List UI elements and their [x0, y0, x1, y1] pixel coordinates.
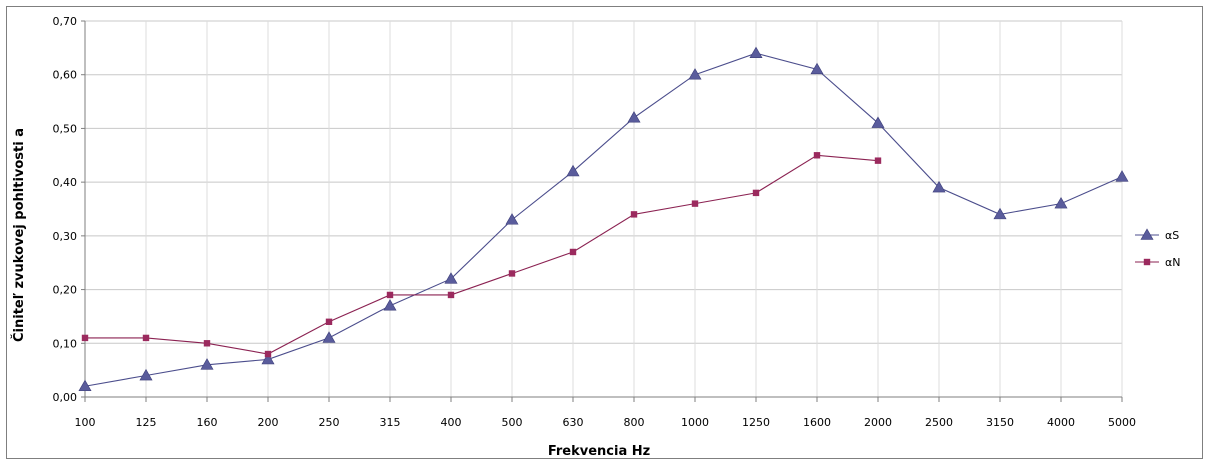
- y-tick-labels: 0,00 0,10 0,20 0,30 0,40 0,50 0,60 0,70: [53, 15, 78, 404]
- x-tick-label: 160: [197, 416, 218, 429]
- x-tick-label: 125: [136, 416, 157, 429]
- data-point-square: [143, 335, 149, 341]
- y-tick-label: 0,60: [53, 69, 78, 82]
- series: [79, 47, 1128, 391]
- data-point-triangle: [628, 112, 640, 123]
- legend-item: αN: [1135, 256, 1180, 269]
- data-point-square: [509, 270, 515, 276]
- data-point-square: [448, 292, 454, 298]
- data-point-square: [326, 319, 332, 325]
- y-tick-label: 0,20: [53, 284, 78, 297]
- series-alpha-s: [79, 47, 1128, 391]
- y-tick-label: 0,70: [53, 15, 78, 28]
- data-point-square: [692, 200, 698, 206]
- y-axis-title: Činiteľ zvukovej pohltivosti a: [11, 128, 27, 342]
- x-tick-label: 315: [380, 416, 401, 429]
- series-alpha-n: [82, 152, 881, 357]
- data-point-triangle: [1055, 198, 1067, 209]
- data-point-square: [631, 211, 637, 217]
- legend-item: αS: [1135, 229, 1179, 242]
- series-line: [85, 53, 1122, 386]
- y-tick-label: 0,10: [53, 337, 78, 350]
- data-point-triangle: [1116, 171, 1128, 182]
- data-point-triangle: [323, 332, 335, 343]
- x-tick-label: 3150: [986, 416, 1014, 429]
- data-point-square: [753, 190, 759, 196]
- legend: αS αN: [1135, 229, 1180, 269]
- y-tick-label: 0,50: [53, 122, 78, 135]
- x-tick-label: 400: [441, 416, 462, 429]
- x-tick-label: 630: [563, 416, 584, 429]
- data-point-square: [82, 335, 88, 341]
- data-point-square: [814, 152, 820, 158]
- data-point-triangle: [384, 300, 396, 311]
- y-tick-label: 0,30: [53, 230, 78, 243]
- legend-marker-square: [1144, 259, 1150, 265]
- x-tick-label: 1250: [742, 416, 770, 429]
- data-point-square: [204, 340, 210, 346]
- x-tick-label: 4000: [1047, 416, 1075, 429]
- x-tick-label: 5000: [1108, 416, 1136, 429]
- grid: [85, 21, 1122, 397]
- x-axis-title: Frekvencia Hz: [548, 444, 650, 459]
- x-tick-label: 250: [319, 416, 340, 429]
- data-point-triangle: [506, 214, 518, 225]
- data-point-square: [387, 292, 393, 298]
- data-point-square: [265, 351, 271, 357]
- y-tick-label: 0,00: [53, 391, 78, 404]
- x-tick-label: 1600: [803, 416, 831, 429]
- x-tick-label: 800: [624, 416, 645, 429]
- data-point-square: [875, 157, 881, 163]
- x-tick-label: 200: [258, 416, 279, 429]
- x-tick-label: 1000: [681, 416, 709, 429]
- data-point-triangle: [689, 69, 701, 80]
- data-point-square: [570, 249, 576, 255]
- series-line: [85, 155, 878, 354]
- legend-label: αN: [1165, 256, 1180, 269]
- x-tick-label: 2500: [925, 416, 953, 429]
- legend-label: αS: [1165, 229, 1179, 242]
- y-tick-label: 0,40: [53, 176, 78, 189]
- legend-marker-triangle: [1141, 229, 1153, 240]
- x-tick-labels: 100 125 160 200 250 315 400 500 630 800 1000 1250 16…: [75, 416, 1137, 429]
- x-tick-label: 100: [75, 416, 96, 429]
- data-point-triangle: [750, 47, 762, 58]
- x-tick-label: 500: [502, 416, 523, 429]
- axes: [81, 21, 1122, 402]
- x-tick-label: 2000: [864, 416, 892, 429]
